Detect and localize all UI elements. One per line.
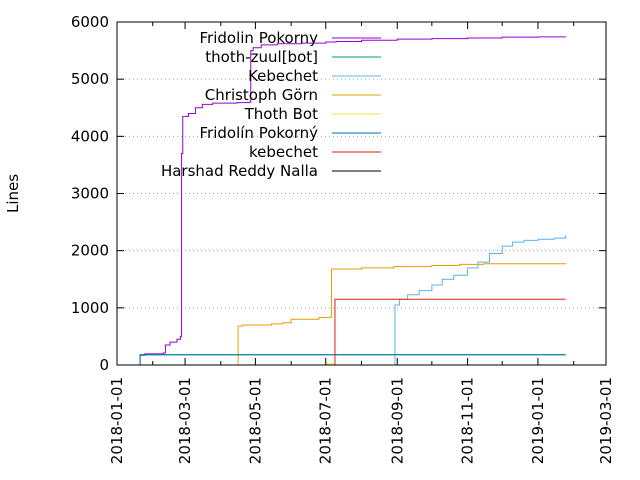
legend-label: Kebechet <box>248 67 318 85</box>
series-group <box>137 36 567 366</box>
legend-label: kebechet <box>249 143 318 161</box>
series-line <box>236 263 567 366</box>
x-tick-label: 2018-07-01 <box>317 377 335 464</box>
y-tick-label: 4000 <box>71 127 109 145</box>
legend-label: Fridolin Pokorny <box>200 29 319 47</box>
legend-label: Harshad Reddy Nalla <box>161 162 318 180</box>
series-line <box>138 354 566 366</box>
y-tick-label: 6000 <box>71 13 109 31</box>
legend-label: Thoth Bot <box>244 105 318 123</box>
legend-label: thoth-zuul[bot] <box>205 48 318 66</box>
series-line <box>393 235 567 366</box>
series-line <box>138 36 567 366</box>
legend: Fridolin Pokornythoth-zuul[bot]KebechetC… <box>161 29 381 180</box>
y-tick-label: 0 <box>99 356 109 374</box>
x-tick-label: 2018-09-01 <box>388 377 406 464</box>
y-axis-title: Lines <box>4 174 22 213</box>
legend-label: Christoph Görn <box>205 86 318 104</box>
y-tick-label: 5000 <box>71 70 109 88</box>
x-tick-label: 2019-01-01 <box>529 377 547 464</box>
y-tick-label: 1000 <box>71 299 109 317</box>
y-tick-label: 2000 <box>71 242 109 260</box>
grid <box>117 78 606 309</box>
legend-label: Fridolín Pokorný <box>200 124 319 142</box>
x-tick-label: 2018-03-01 <box>176 377 194 464</box>
axes: 0 1000 2000 3000 4000 5000 6000 2018-01-01 2018-… <box>71 13 615 464</box>
x-tick-label: 2018-01-01 <box>108 377 126 464</box>
y-tick-label: 3000 <box>71 185 109 203</box>
series-line <box>138 354 566 366</box>
x-tick-label: 2018-05-01 <box>246 377 264 464</box>
x-tick-label: 2019-03-01 <box>597 377 615 464</box>
x-tick-label: 2018-11-01 <box>459 377 477 464</box>
